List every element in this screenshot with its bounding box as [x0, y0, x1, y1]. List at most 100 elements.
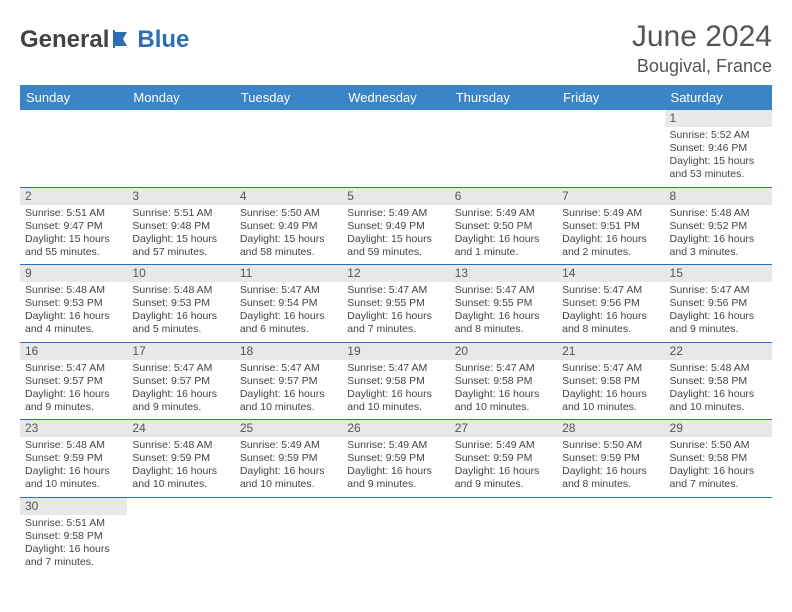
day-cell: 5Sunrise: 5:49 AMSunset: 9:49 PMDaylight…	[342, 187, 449, 265]
empty-cell	[20, 110, 127, 187]
sunset-line: Sunset: 9:59 PM	[132, 452, 229, 465]
day-cell: 11Sunrise: 5:47 AMSunset: 9:54 PMDayligh…	[235, 265, 342, 343]
sunset-line: Sunset: 9:57 PM	[240, 375, 337, 388]
daylight-line: Daylight: 16 hours and 8 minutes.	[562, 465, 659, 491]
empty-cell	[450, 110, 557, 187]
empty-cell	[557, 110, 664, 187]
sunrise-line: Sunrise: 5:47 AM	[347, 284, 444, 297]
sunrise-line: Sunrise: 5:50 AM	[670, 439, 767, 452]
day-number: 6	[450, 188, 557, 205]
day-cell: 1Sunrise: 5:52 AMSunset: 9:46 PMDaylight…	[665, 110, 772, 187]
day-number: 15	[665, 265, 772, 282]
sunset-line: Sunset: 9:56 PM	[562, 297, 659, 310]
sunset-line: Sunset: 9:59 PM	[25, 452, 122, 465]
weekday-header: Friday	[557, 85, 664, 110]
day-number: 19	[342, 343, 449, 360]
logo-text-general: General	[20, 26, 109, 54]
weekday-header: Wednesday	[342, 85, 449, 110]
sunset-line: Sunset: 9:58 PM	[25, 530, 122, 543]
day-number: 25	[235, 420, 342, 437]
day-number: 23	[20, 420, 127, 437]
calendar-week: 16Sunrise: 5:47 AMSunset: 9:57 PMDayligh…	[20, 342, 772, 420]
day-number: 17	[127, 343, 234, 360]
day-cell: 8Sunrise: 5:48 AMSunset: 9:52 PMDaylight…	[665, 187, 772, 265]
day-cell: 18Sunrise: 5:47 AMSunset: 9:57 PMDayligh…	[235, 342, 342, 420]
sunset-line: Sunset: 9:47 PM	[25, 220, 122, 233]
daylight-line: Daylight: 16 hours and 10 minutes.	[25, 465, 122, 491]
day-cell: 25Sunrise: 5:49 AMSunset: 9:59 PMDayligh…	[235, 420, 342, 498]
day-number: 1	[665, 110, 772, 127]
sunset-line: Sunset: 9:54 PM	[240, 297, 337, 310]
daylight-line: Daylight: 15 hours and 58 minutes.	[240, 233, 337, 259]
daylight-line: Daylight: 16 hours and 10 minutes.	[132, 465, 229, 491]
daylight-line: Daylight: 16 hours and 10 minutes.	[455, 388, 552, 414]
day-cell: 2 Sunrise: 5:51 AMSunset: 9:47 PMDaylight…	[20, 187, 127, 265]
sunrise-line: Sunrise: 5:47 AM	[132, 362, 229, 375]
daylight-line: Daylight: 15 hours and 57 minutes.	[132, 233, 229, 259]
calendar-table: SundayMondayTuesdayWednesdayThursdayFrid…	[20, 85, 772, 574]
day-number: 10	[127, 265, 234, 282]
day-cell: 3Sunrise: 5:51 AMSunset: 9:48 PMDaylight…	[127, 187, 234, 265]
sunset-line: Sunset: 9:59 PM	[347, 452, 444, 465]
day-number: 2	[20, 188, 127, 205]
empty-cell	[342, 497, 449, 574]
empty-cell	[342, 110, 449, 187]
daylight-line: Daylight: 16 hours and 6 minutes.	[240, 310, 337, 336]
day-number: 16	[20, 343, 127, 360]
sunset-line: Sunset: 9:48 PM	[132, 220, 229, 233]
sunset-line: Sunset: 9:58 PM	[347, 375, 444, 388]
day-number: 4	[235, 188, 342, 205]
weekday-header: Monday	[127, 85, 234, 110]
empty-cell	[127, 497, 234, 574]
daylight-line: Daylight: 16 hours and 4 minutes.	[25, 310, 122, 336]
sunset-line: Sunset: 9:55 PM	[455, 297, 552, 310]
day-cell: 7Sunrise: 5:49 AMSunset: 9:51 PMDaylight…	[557, 187, 664, 265]
empty-cell	[450, 497, 557, 574]
sunrise-line: Sunrise: 5:48 AM	[670, 207, 767, 220]
day-number: 20	[450, 343, 557, 360]
daylight-line: Daylight: 16 hours and 9 minutes.	[670, 310, 767, 336]
daylight-line: Daylight: 16 hours and 7 minutes.	[670, 465, 767, 491]
weekday-header: Tuesday	[235, 85, 342, 110]
daylight-line: Daylight: 16 hours and 9 minutes.	[25, 388, 122, 414]
page-title: June 2024	[632, 20, 772, 54]
day-number: 30	[20, 498, 127, 515]
sunrise-line: Sunrise: 5:48 AM	[25, 439, 122, 452]
empty-cell	[235, 497, 342, 574]
day-number: 29	[665, 420, 772, 437]
daylight-line: Daylight: 16 hours and 10 minutes.	[240, 388, 337, 414]
sunrise-line: Sunrise: 5:49 AM	[455, 207, 552, 220]
day-cell: 4Sunrise: 5:50 AMSunset: 9:49 PMDaylight…	[235, 187, 342, 265]
logo-text-blue: Blue	[137, 26, 189, 54]
day-cell: 30Sunrise: 5:51 AMSunset: 9:58 PMDayligh…	[20, 497, 127, 574]
sunset-line: Sunset: 9:57 PM	[132, 375, 229, 388]
empty-cell	[557, 497, 664, 574]
day-cell: 24 Sunrise: 5:48 AMSunset: 9:59 PMDayligh…	[127, 420, 234, 498]
sunrise-line: Sunrise: 5:49 AM	[347, 439, 444, 452]
day-cell: 21Sunrise: 5:47 AMSunset: 9:58 PMDayligh…	[557, 342, 664, 420]
daylight-line: Daylight: 15 hours and 55 minutes.	[25, 233, 122, 259]
sunrise-line: Sunrise: 5:48 AM	[132, 439, 229, 452]
daylight-line: Daylight: 16 hours and 1 minute.	[455, 233, 552, 259]
calendar-week: 30Sunrise: 5:51 AMSunset: 9:58 PMDayligh…	[20, 497, 772, 574]
day-number: 24	[127, 420, 234, 437]
day-cell: 19Sunrise: 5:47 AMSunset: 9:58 PMDayligh…	[342, 342, 449, 420]
day-cell: 13Sunrise: 5:47 AMSunset: 9:55 PMDayligh…	[450, 265, 557, 343]
sunset-line: Sunset: 9:59 PM	[240, 452, 337, 465]
day-cell: 9Sunrise: 5:48 AMSunset: 9:53 PMDaylight…	[20, 265, 127, 343]
sunrise-line: Sunrise: 5:47 AM	[562, 362, 659, 375]
day-number: 11	[235, 265, 342, 282]
sunset-line: Sunset: 9:50 PM	[455, 220, 552, 233]
sunrise-line: Sunrise: 5:47 AM	[25, 362, 122, 375]
daylight-line: Daylight: 16 hours and 8 minutes.	[562, 310, 659, 336]
sunrise-line: Sunrise: 5:51 AM	[25, 207, 122, 220]
sunrise-line: Sunrise: 5:49 AM	[562, 207, 659, 220]
sunrise-line: Sunrise: 5:51 AM	[132, 207, 229, 220]
weekday-header: Saturday	[665, 85, 772, 110]
day-number: 12	[342, 265, 449, 282]
day-cell: 26Sunrise: 5:49 AMSunset: 9:59 PMDayligh…	[342, 420, 449, 498]
day-number: 27	[450, 420, 557, 437]
sunrise-line: Sunrise: 5:50 AM	[562, 439, 659, 452]
sunset-line: Sunset: 9:58 PM	[670, 452, 767, 465]
day-number: 21	[557, 343, 664, 360]
